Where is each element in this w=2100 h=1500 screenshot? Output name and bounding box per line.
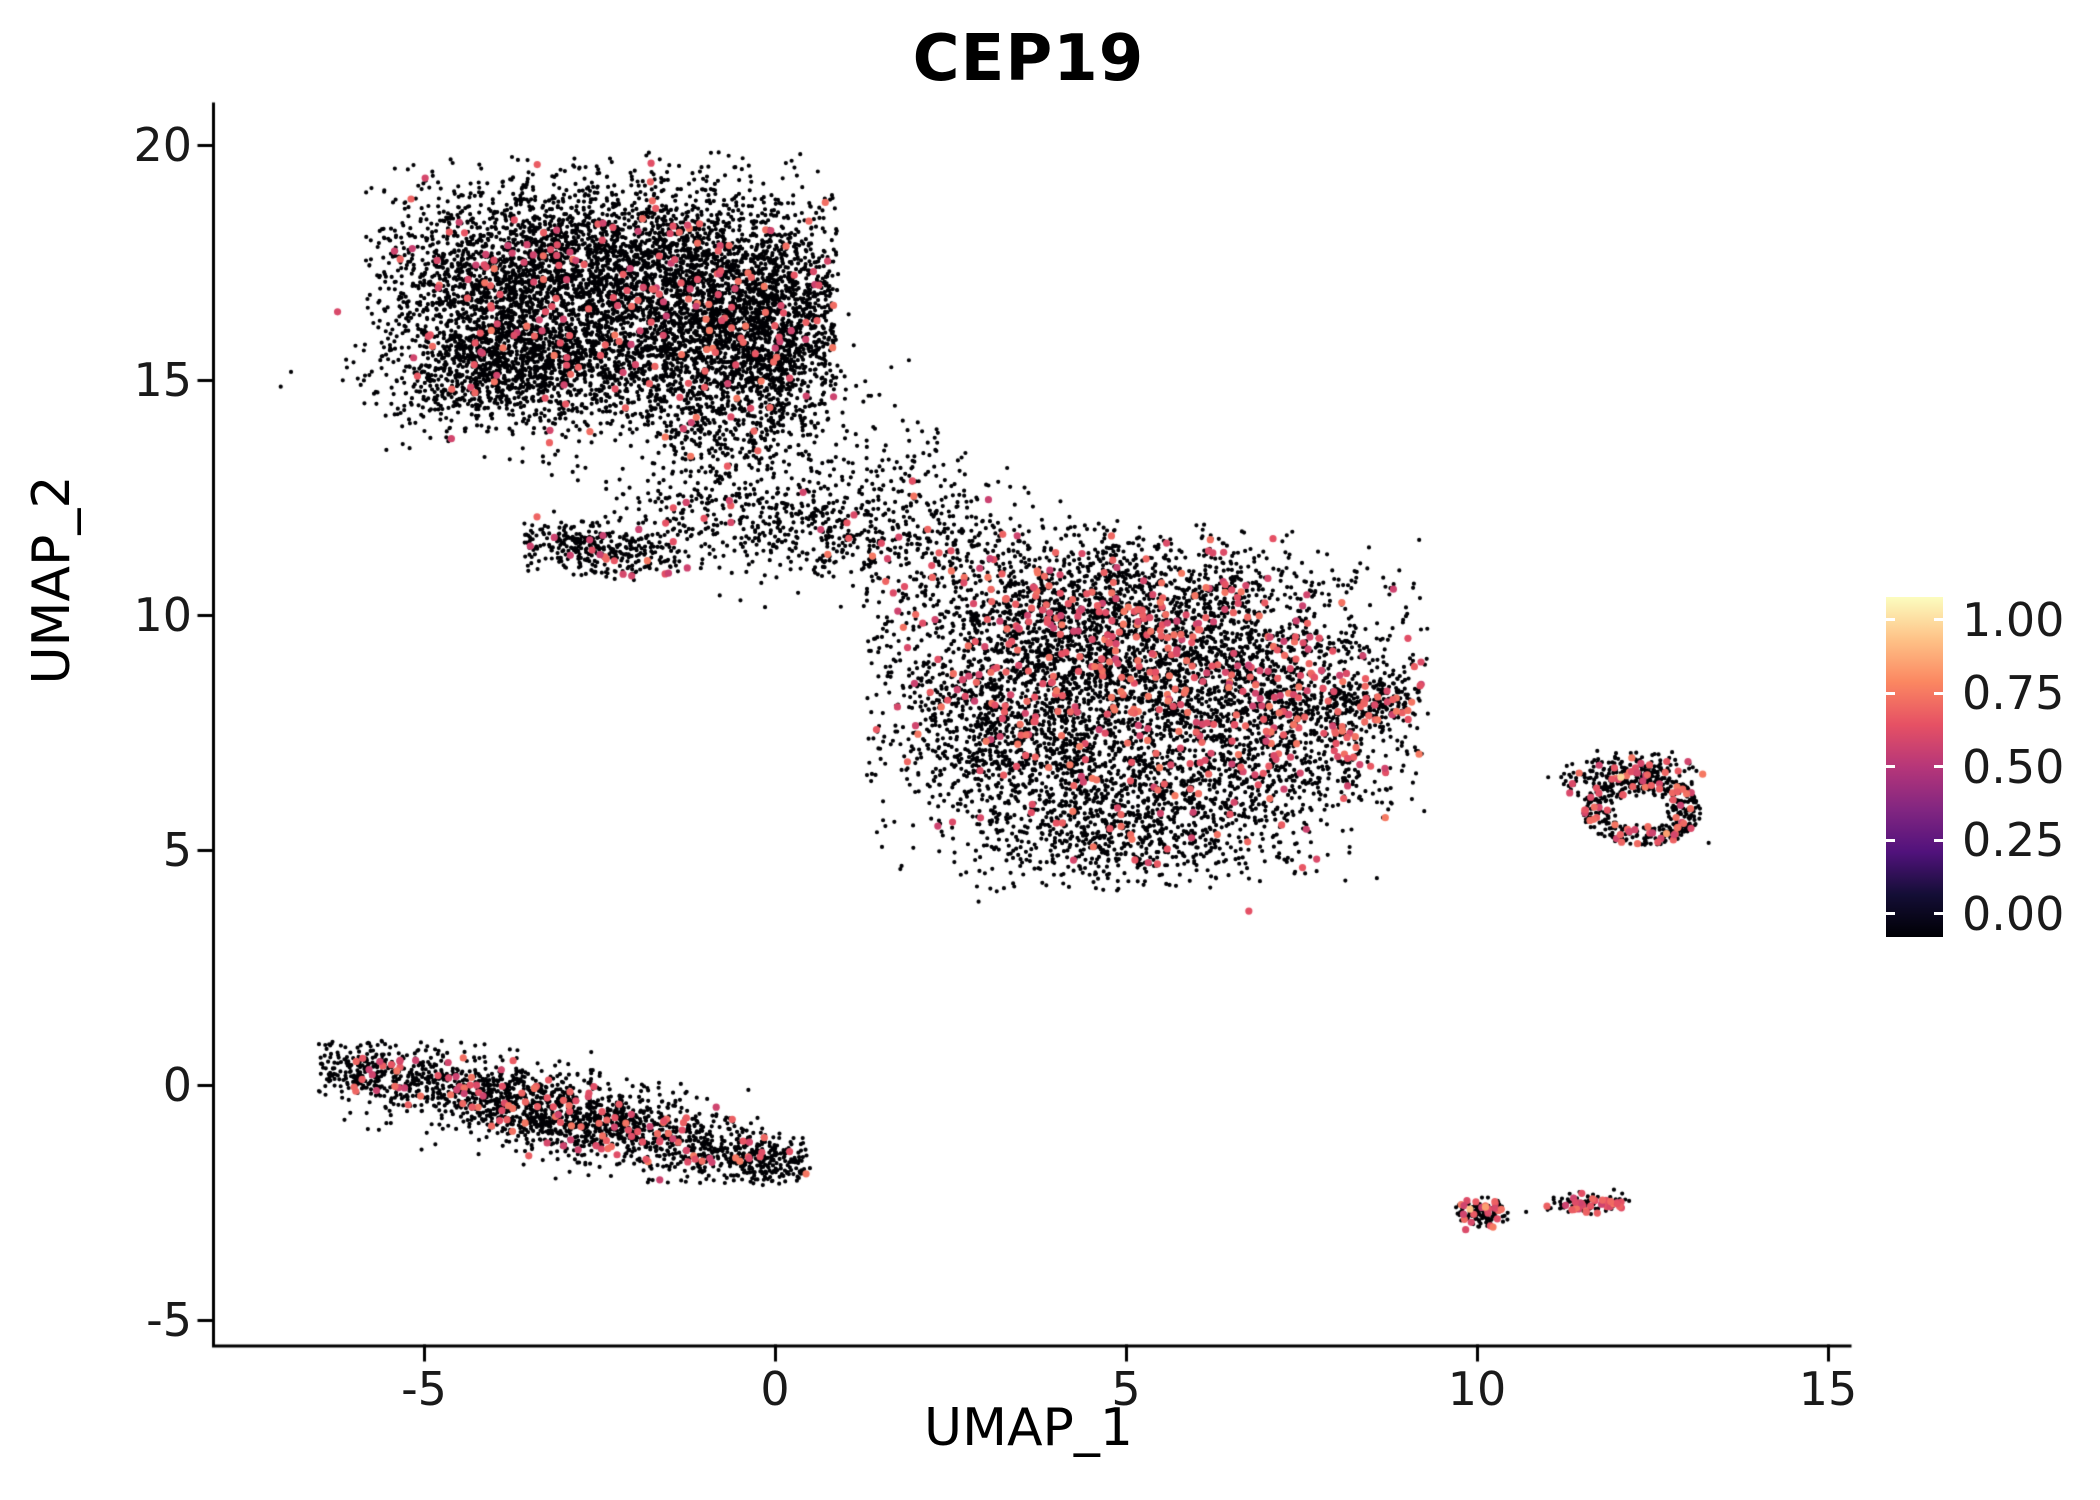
x-tick-label: -5 [401, 1362, 447, 1416]
y-tick-label: 15 [133, 353, 192, 407]
colorbar-tick [1886, 618, 1943, 621]
x-tick-label: 15 [1798, 1362, 1858, 1416]
y-axis-label: UMAP_2 [22, 475, 82, 685]
colorbar-tick [1886, 839, 1943, 842]
x-axis-label: UMAP_1 [924, 1398, 1133, 1458]
x-tick-label: 5 [1111, 1362, 1141, 1416]
y-tick-label: 10 [133, 588, 192, 642]
colorbar-tick [1886, 692, 1943, 695]
colorbar-label: 0.25 [1962, 813, 2065, 867]
colorbar-label: 0.75 [1962, 666, 2065, 720]
colorbar-label: 0.50 [1962, 740, 2065, 794]
x-tick-label: 0 [760, 1362, 790, 1416]
colorbar-tick [1886, 912, 1943, 915]
chart-title: CEP19 [912, 22, 1145, 96]
y-tick-label: 0 [162, 1058, 192, 1112]
colorbar-tick [1886, 765, 1943, 768]
colorbar-label: 1.00 [1962, 593, 2065, 647]
y-tick-label: 20 [133, 118, 192, 172]
y-tick-label: -5 [146, 1293, 192, 1347]
y-tick-label: 5 [162, 823, 192, 877]
x-tick-label: 10 [1447, 1362, 1507, 1416]
colorbar-label: 0.00 [1962, 887, 2065, 941]
colorbar-gradient [1886, 597, 1943, 937]
